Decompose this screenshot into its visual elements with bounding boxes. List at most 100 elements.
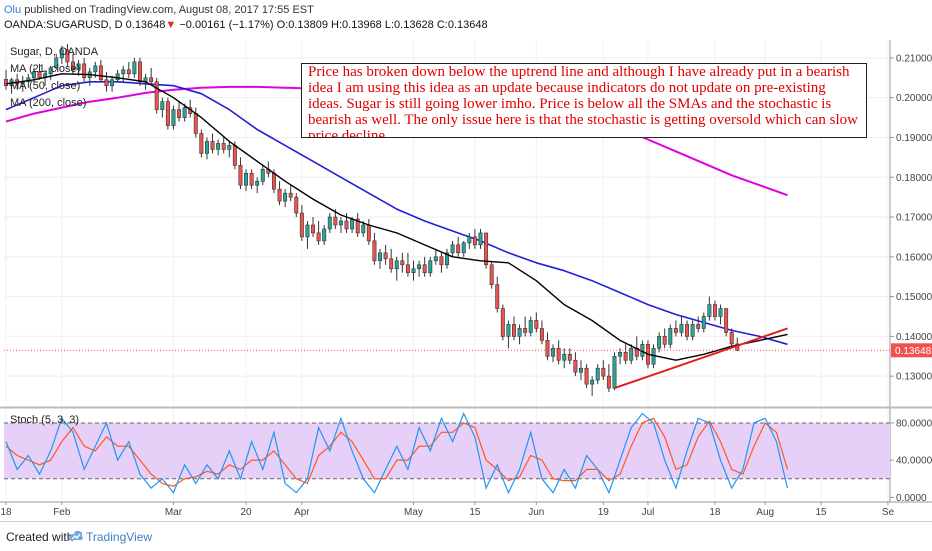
candle-body xyxy=(311,224,316,234)
candle-body xyxy=(679,324,684,333)
published-header: Olu published on TradingView.com, August… xyxy=(4,4,314,16)
candle-body xyxy=(405,264,410,274)
candle-body xyxy=(411,268,416,274)
candle-body xyxy=(601,367,606,377)
candle-body xyxy=(232,145,237,166)
candle-body xyxy=(595,367,600,381)
candle-body xyxy=(216,143,221,150)
time-tick-label: Jul xyxy=(642,507,655,518)
candle-body xyxy=(65,49,70,63)
candle-body xyxy=(288,192,293,198)
candle-body xyxy=(701,316,706,329)
candle-body xyxy=(567,353,572,361)
candle-body xyxy=(238,165,243,186)
candle-body xyxy=(696,324,701,329)
candle-body xyxy=(690,324,695,337)
candle-body xyxy=(506,324,511,337)
stoch-k-line xyxy=(5,412,789,495)
candle-body xyxy=(539,328,544,341)
candle-body xyxy=(372,240,377,262)
candle-body xyxy=(132,61,137,75)
candle-body xyxy=(612,355,617,389)
candle-body xyxy=(31,71,36,79)
candle-body xyxy=(662,336,667,345)
candle-body xyxy=(534,320,539,329)
tradingview-brand[interactable]: TradingView xyxy=(86,530,153,544)
candle-body xyxy=(59,49,64,59)
candle-body xyxy=(590,379,595,385)
publisher-name[interactable]: Olu xyxy=(4,4,22,16)
time-tick-label: Jun xyxy=(528,507,544,518)
candle-body xyxy=(512,324,516,337)
candle-body xyxy=(249,172,254,186)
candle-body xyxy=(177,109,182,118)
candle-body xyxy=(204,141,209,154)
candle-body xyxy=(618,351,623,357)
legend-symbol: Sugar, D, OANDA xyxy=(10,46,99,58)
candle-body xyxy=(718,308,723,317)
candle-body xyxy=(394,260,399,270)
stoch-tick-label: 0.0000 xyxy=(896,493,927,504)
price-tick-label: 0.21000 xyxy=(896,53,932,64)
candle-body xyxy=(556,348,561,361)
time-tick-label: 18 xyxy=(0,507,12,518)
candle-body xyxy=(668,328,673,345)
candle-body xyxy=(154,81,159,110)
price-tick-label: 0.19000 xyxy=(896,133,932,144)
candle-body xyxy=(495,284,500,309)
candle-body xyxy=(327,216,332,230)
candle-body xyxy=(461,242,466,254)
analysis-note: Price has broken down below the uptrend … xyxy=(301,63,867,138)
candle-body xyxy=(138,61,142,83)
price-tick-label: 0.20000 xyxy=(896,93,932,104)
candle-body xyxy=(523,328,528,333)
time-tick-label: Se xyxy=(882,507,895,518)
candle-body xyxy=(255,180,260,186)
candle-body xyxy=(93,65,98,73)
candle-body xyxy=(294,196,299,214)
time-tick-label: Feb xyxy=(53,507,71,518)
candle-body xyxy=(160,101,165,110)
candle-body xyxy=(528,320,533,333)
candle-body xyxy=(4,79,8,87)
candle-body xyxy=(629,348,634,361)
candle-body xyxy=(171,109,176,126)
candle-body xyxy=(221,143,226,150)
candle-body xyxy=(657,336,662,349)
candle-body xyxy=(199,133,204,154)
candle-body xyxy=(472,236,477,246)
candle-body xyxy=(305,224,310,238)
time-tick-label: 19 xyxy=(598,507,610,518)
candle-body xyxy=(104,79,109,87)
candle-body xyxy=(450,244,455,254)
price-tick-label: 0.18000 xyxy=(896,173,932,184)
candle-body xyxy=(271,172,276,190)
price-tick-label: 0.15000 xyxy=(896,292,932,303)
candle-body xyxy=(110,79,115,87)
candle-body xyxy=(350,218,355,230)
footer: Created with TradingView xyxy=(0,521,932,551)
stoch-tick-label: 40.0000 xyxy=(896,456,932,467)
legend-stoch: Stoch (5, 3, 3) xyxy=(10,414,80,426)
candle-body xyxy=(366,224,371,242)
candle-body xyxy=(500,308,505,337)
ma21-line xyxy=(5,73,788,361)
candle-body xyxy=(182,107,187,118)
time-tick-label: Apr xyxy=(294,507,310,518)
candle-body xyxy=(562,353,567,361)
candle-body xyxy=(573,359,578,373)
candle-body xyxy=(400,260,405,266)
candle-body xyxy=(478,232,483,246)
tradingview-logo-icon xyxy=(69,530,83,540)
candle-body xyxy=(76,63,81,71)
candle-body xyxy=(277,188,282,202)
candle-body xyxy=(322,228,327,242)
candle-body xyxy=(115,73,120,81)
time-tick-label: 18 xyxy=(709,507,721,518)
last-price-tag-label: 0.13648 xyxy=(895,346,932,357)
candle-body xyxy=(299,212,304,238)
candle-body xyxy=(389,258,394,270)
candle-body xyxy=(333,216,338,226)
candle-body xyxy=(707,304,712,317)
candle-body xyxy=(489,264,494,285)
